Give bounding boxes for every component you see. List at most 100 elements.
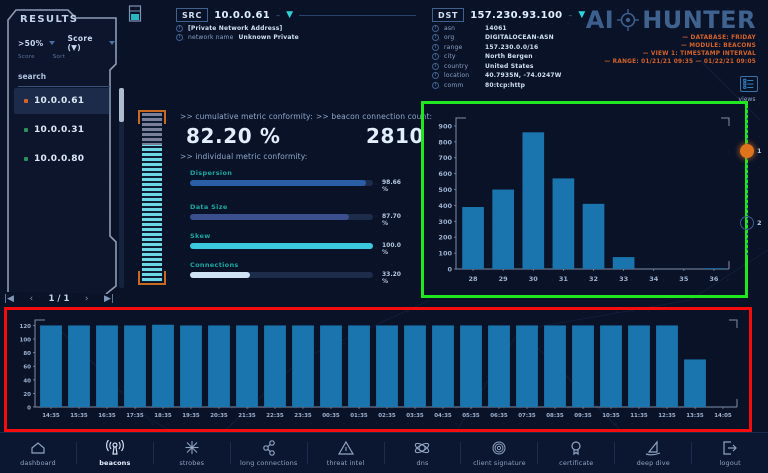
- list-item-host-0[interactable]: 10.0.0.61: [14, 88, 110, 114]
- divider: [537, 442, 539, 464]
- nav-item-long-connections[interactable]: long connections: [231, 439, 307, 467]
- status-dot-icon: [24, 99, 28, 103]
- score-filter-label: Score: [18, 54, 35, 60]
- svg-text:17:35: 17:35: [126, 413, 144, 419]
- info-icon: i: [432, 34, 439, 41]
- dst-row-org: i org DIGITALOCEAN-ASN: [432, 34, 632, 41]
- view-step-1[interactable]: [740, 144, 754, 158]
- svg-text:35: 35: [679, 275, 689, 283]
- nav-label: certificate: [559, 458, 594, 467]
- src-meta-value: [Private Network Address]: [188, 24, 283, 32]
- first-page-button[interactable]: |◀: [4, 294, 14, 304]
- nav-item-strobes[interactable]: strobes: [154, 440, 230, 467]
- last-page-button[interactable]: ▶|: [103, 294, 114, 304]
- svg-text:40: 40: [23, 378, 31, 384]
- info-icon: i: [176, 24, 183, 32]
- dst-key: country: [444, 62, 469, 70]
- svg-text:0: 0: [27, 406, 31, 412]
- svg-text:11:35: 11:35: [630, 413, 648, 419]
- dst-value: United States: [485, 62, 534, 70]
- metric-bar-label: Connections: [190, 261, 239, 269]
- svg-text:02:35: 02:35: [378, 413, 396, 419]
- svg-text:36: 36: [709, 275, 719, 283]
- nav-item-logout[interactable]: logout: [692, 440, 768, 467]
- dst-value: 157.230.0.0/16: [485, 43, 539, 51]
- metric-bar-label: Dispersion: [190, 169, 233, 177]
- info-icon: i: [432, 62, 439, 70]
- list-item-host-2[interactable]: 10.0.0.80: [14, 146, 110, 172]
- nav-item-client-signature[interactable]: client signature: [461, 440, 537, 467]
- score-filter-value[interactable]: >50%: [18, 38, 44, 48]
- logout-icon: [723, 440, 737, 455]
- dst-key: asn: [444, 24, 456, 32]
- src-block: SRC 10.0.0.61 – ▼ i [Private Network Add…: [176, 8, 416, 41]
- divider: [298, 14, 416, 16]
- view-step-2[interactable]: [740, 216, 754, 230]
- nav-label: logout: [719, 458, 741, 467]
- dst-block: DST 157.230.93.100 – ▼ i asn 14061 i org…: [432, 8, 632, 89]
- divider: [229, 442, 231, 464]
- svg-text:120: 120: [20, 324, 32, 330]
- info-icon: i: [432, 53, 439, 60]
- svg-text:33: 33: [619, 275, 628, 283]
- svg-text:400: 400: [438, 202, 452, 210]
- svg-text:06:35: 06:35: [490, 413, 508, 419]
- metric-bar-data-size: Data Size 87.70 %: [190, 203, 401, 227]
- nav-label: deep dive: [636, 458, 670, 467]
- divider: [383, 442, 385, 464]
- list-item-host-1[interactable]: 10.0.0.31: [14, 117, 110, 143]
- minimize-icon[interactable]: –: [276, 10, 281, 20]
- minimize-icon[interactable]: –: [568, 10, 573, 20]
- chevron-down-icon-sort[interactable]: [108, 41, 115, 45]
- svg-text:13:35: 13:35: [686, 413, 704, 419]
- metric-bar-fill: [190, 180, 366, 186]
- svg-text:20:35: 20:35: [210, 413, 228, 419]
- sort-filter-value[interactable]: Score (▼): [67, 34, 93, 52]
- results-scrollbar[interactable]: [119, 88, 124, 288]
- metric-bar-dispersion: Dispersion 98.66 %: [190, 169, 401, 193]
- nav-item-beacons[interactable]: beacons: [77, 439, 153, 467]
- dst-value: North Bergen: [485, 53, 533, 60]
- svg-text:32: 32: [589, 275, 598, 283]
- filter-funnel-icon[interactable]: ▼: [286, 10, 293, 20]
- info-icon: i: [432, 43, 439, 51]
- divider: [691, 442, 693, 464]
- search-input[interactable]: search: [18, 64, 110, 87]
- svg-text:80: 80: [23, 351, 31, 357]
- svg-text:14:35: 14:35: [42, 413, 60, 419]
- divider: [152, 442, 154, 464]
- divider: [306, 442, 308, 464]
- next-page-button[interactable]: ›: [84, 294, 89, 304]
- beaker-icon[interactable]: [128, 5, 142, 23]
- views-rail: views 1 2: [730, 76, 764, 291]
- prev-page-button[interactable]: ‹: [29, 294, 34, 304]
- results-panel: RESULTS >50% Score (▼) Score Sort search…: [6, 6, 124, 294]
- list-view-icon[interactable]: [740, 76, 758, 92]
- src-tag: SRC: [176, 8, 209, 22]
- nav-item-certificate[interactable]: certificate: [538, 440, 614, 467]
- nav-item-dashboard[interactable]: dashboard: [0, 440, 76, 467]
- metric-bar-track: 33.20 %: [190, 271, 401, 285]
- timeline-chart[interactable]: 0 20 40 60 80 100 120 14:35 15:35 16:35 17:35 18:35…: [7, 310, 749, 429]
- filter-funnel-icon[interactable]: ▼: [578, 10, 586, 20]
- gauge-bracket-bottom: [138, 271, 166, 285]
- dst-value: DIGITALOCEAN-ASN: [485, 34, 554, 41]
- info-icon: i: [432, 24, 439, 32]
- nav-label: long connections: [239, 458, 298, 467]
- metric-bar-track: 100.0 %: [190, 242, 401, 256]
- nav-item-dns[interactable]: dns: [385, 440, 461, 467]
- nav-item-deep-dive[interactable]: deep dive: [615, 439, 691, 467]
- svg-text:29: 29: [499, 275, 509, 283]
- warning-triangle-icon: [337, 440, 354, 455]
- nav-item-threat-intel[interactable]: threat intel: [308, 440, 384, 467]
- host-list: 10.0.0.61 10.0.0.31 10.0.0.80: [14, 88, 110, 175]
- chevron-down-icon[interactable]: [49, 41, 56, 45]
- svg-text:100: 100: [20, 338, 32, 344]
- histogram-chart[interactable]: 0 100 200 300 400 500 600 700 800 900 28 29 30 31 32 33…: [424, 104, 745, 295]
- dst-row-location: i location 40.7935N, -74.0247W: [432, 72, 632, 79]
- cumulative-metric-label: >> cumulative metric conformity:: [180, 112, 313, 121]
- svg-text:60: 60: [23, 365, 31, 371]
- logo-ai-text: AI: [585, 6, 615, 34]
- view-step-2-label: 2: [757, 219, 762, 227]
- nav-label: beacons: [99, 458, 131, 467]
